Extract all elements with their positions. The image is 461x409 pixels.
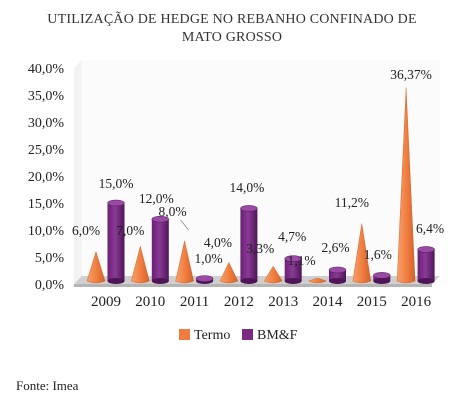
data-label-bmf: 15,0% — [99, 176, 134, 191]
x-tick-label: 2011 — [180, 294, 209, 310]
data-label-termo: 8,0% — [159, 204, 187, 219]
chart-title-line-1: UTILIZAÇÃO DE HEDGE NO REBANHO CONFINADO… — [47, 11, 416, 27]
y-tick-label: 10,0% — [28, 224, 65, 239]
x-tick-label: 2012 — [224, 294, 254, 310]
x-tick-label: 2013 — [268, 294, 298, 310]
data-label-termo: 36,37% — [390, 67, 432, 82]
bmf-cylinder-base — [373, 278, 391, 284]
data-label-bmf: 2,6% — [321, 240, 349, 255]
bmf-cylinder-top — [417, 246, 435, 253]
bmf-cylinder-base — [107, 278, 125, 284]
x-tick-label: 2016 — [401, 294, 432, 310]
y-tick-label: 30,0% — [28, 116, 65, 131]
x-tick-label: 2009 — [91, 294, 121, 310]
y-tick-label: 0,0% — [35, 278, 65, 293]
termo-cone — [352, 223, 372, 284]
termo-cone — [86, 250, 106, 284]
bmf-cylinder-top — [240, 205, 258, 212]
y-tick-label: 35,0% — [28, 89, 65, 104]
termo-cone — [263, 265, 283, 284]
legend-swatch-bmf — [242, 329, 253, 340]
bmf-cylinder-base — [329, 278, 346, 284]
x-tick-label: 2014 — [313, 294, 344, 310]
termo-cone — [307, 277, 328, 284]
bmf-cylinder-top — [107, 199, 125, 207]
y-tick-label: 5,0% — [35, 251, 65, 266]
bmf-cylinder-base — [151, 278, 169, 284]
legend-swatch-termo — [179, 329, 190, 340]
y-axis: 0,0% 5,0% 10,0% 15,0% 20,0% 25,0% 30,0% 35,0% 40… — [28, 62, 65, 293]
legend-label-bmf: BM&F — [257, 328, 298, 343]
bmf-cylinder-top — [195, 275, 214, 282]
data-label-termo: 1,1% — [287, 253, 315, 268]
data-label-bmf: 4,7% — [278, 229, 306, 244]
bmf-cylinder-top — [373, 272, 391, 279]
data-label-termo: 4,0% — [204, 235, 232, 250]
data-labels: 6,0% 15,0% 7,0% 12,0%8,0% 1,0%4,0% 14,0% 3,3% 4… — [72, 67, 444, 268]
bmf-cylinder-base — [417, 278, 435, 284]
data-label-termo: 3,3% — [246, 241, 274, 256]
x-axis: 2009 2010 2011 2012 2013 2014 2015 2016 — [91, 294, 432, 310]
bmf-cylinder-top — [328, 266, 347, 274]
data-label-bmf: 14,0% — [229, 180, 264, 195]
legend-label-termo: Termo — [194, 328, 230, 343]
x-tick-label: 2015 — [357, 294, 387, 310]
data-label-bmf: 12,0% — [139, 191, 174, 206]
leader-line — [180, 219, 189, 231]
y-tick-label: 25,0% — [28, 143, 65, 158]
chart-title-line-2: MATO GROSSO — [182, 30, 282, 45]
side-wall — [74, 60, 82, 284]
y-tick-label: 15,0% — [28, 197, 65, 212]
data-label-termo: 11,2% — [335, 195, 369, 210]
data-label-termo: 6,0% — [72, 223, 100, 238]
termo-cone — [175, 240, 194, 284]
termo-cone — [219, 261, 239, 284]
source-note: Fonte: Imea — [16, 378, 79, 393]
bmf-cylinder-body — [417, 249, 435, 281]
bmf-cylinder-body — [284, 258, 302, 281]
data-label-bmf: 6,4% — [416, 221, 444, 236]
bmf-cylinder-body — [329, 269, 346, 281]
termo-cone — [131, 245, 150, 284]
data-label-termo: 7,0% — [116, 223, 144, 238]
chart-title: UTILIZAÇÃO DE HEDGE NO REBANHO CONFINADO… — [47, 11, 416, 45]
bmf-cylinder-body — [240, 208, 258, 281]
x-tick-label: 2010 — [135, 294, 165, 310]
bmf-cylinder-base — [240, 278, 258, 284]
bmf-cylinder-body — [107, 203, 125, 281]
chart-marks — [86, 87, 435, 284]
y-tick-label: 40,0% — [28, 62, 65, 77]
back-wall — [82, 60, 440, 276]
data-label-bmf: 1,6% — [364, 247, 392, 262]
bmf-cylinder-top — [151, 215, 170, 223]
floor-edge — [74, 284, 432, 287]
bmf-cylinder-top — [284, 255, 302, 262]
y-tick-label: 20,0% — [28, 170, 65, 185]
bmf-cylinder-body — [151, 219, 169, 281]
bmf-cylinder-base — [284, 278, 302, 284]
legend: Termo BM&F — [179, 328, 298, 343]
termo-cone — [396, 87, 416, 284]
data-label-bmf: 1,0% — [195, 251, 223, 266]
